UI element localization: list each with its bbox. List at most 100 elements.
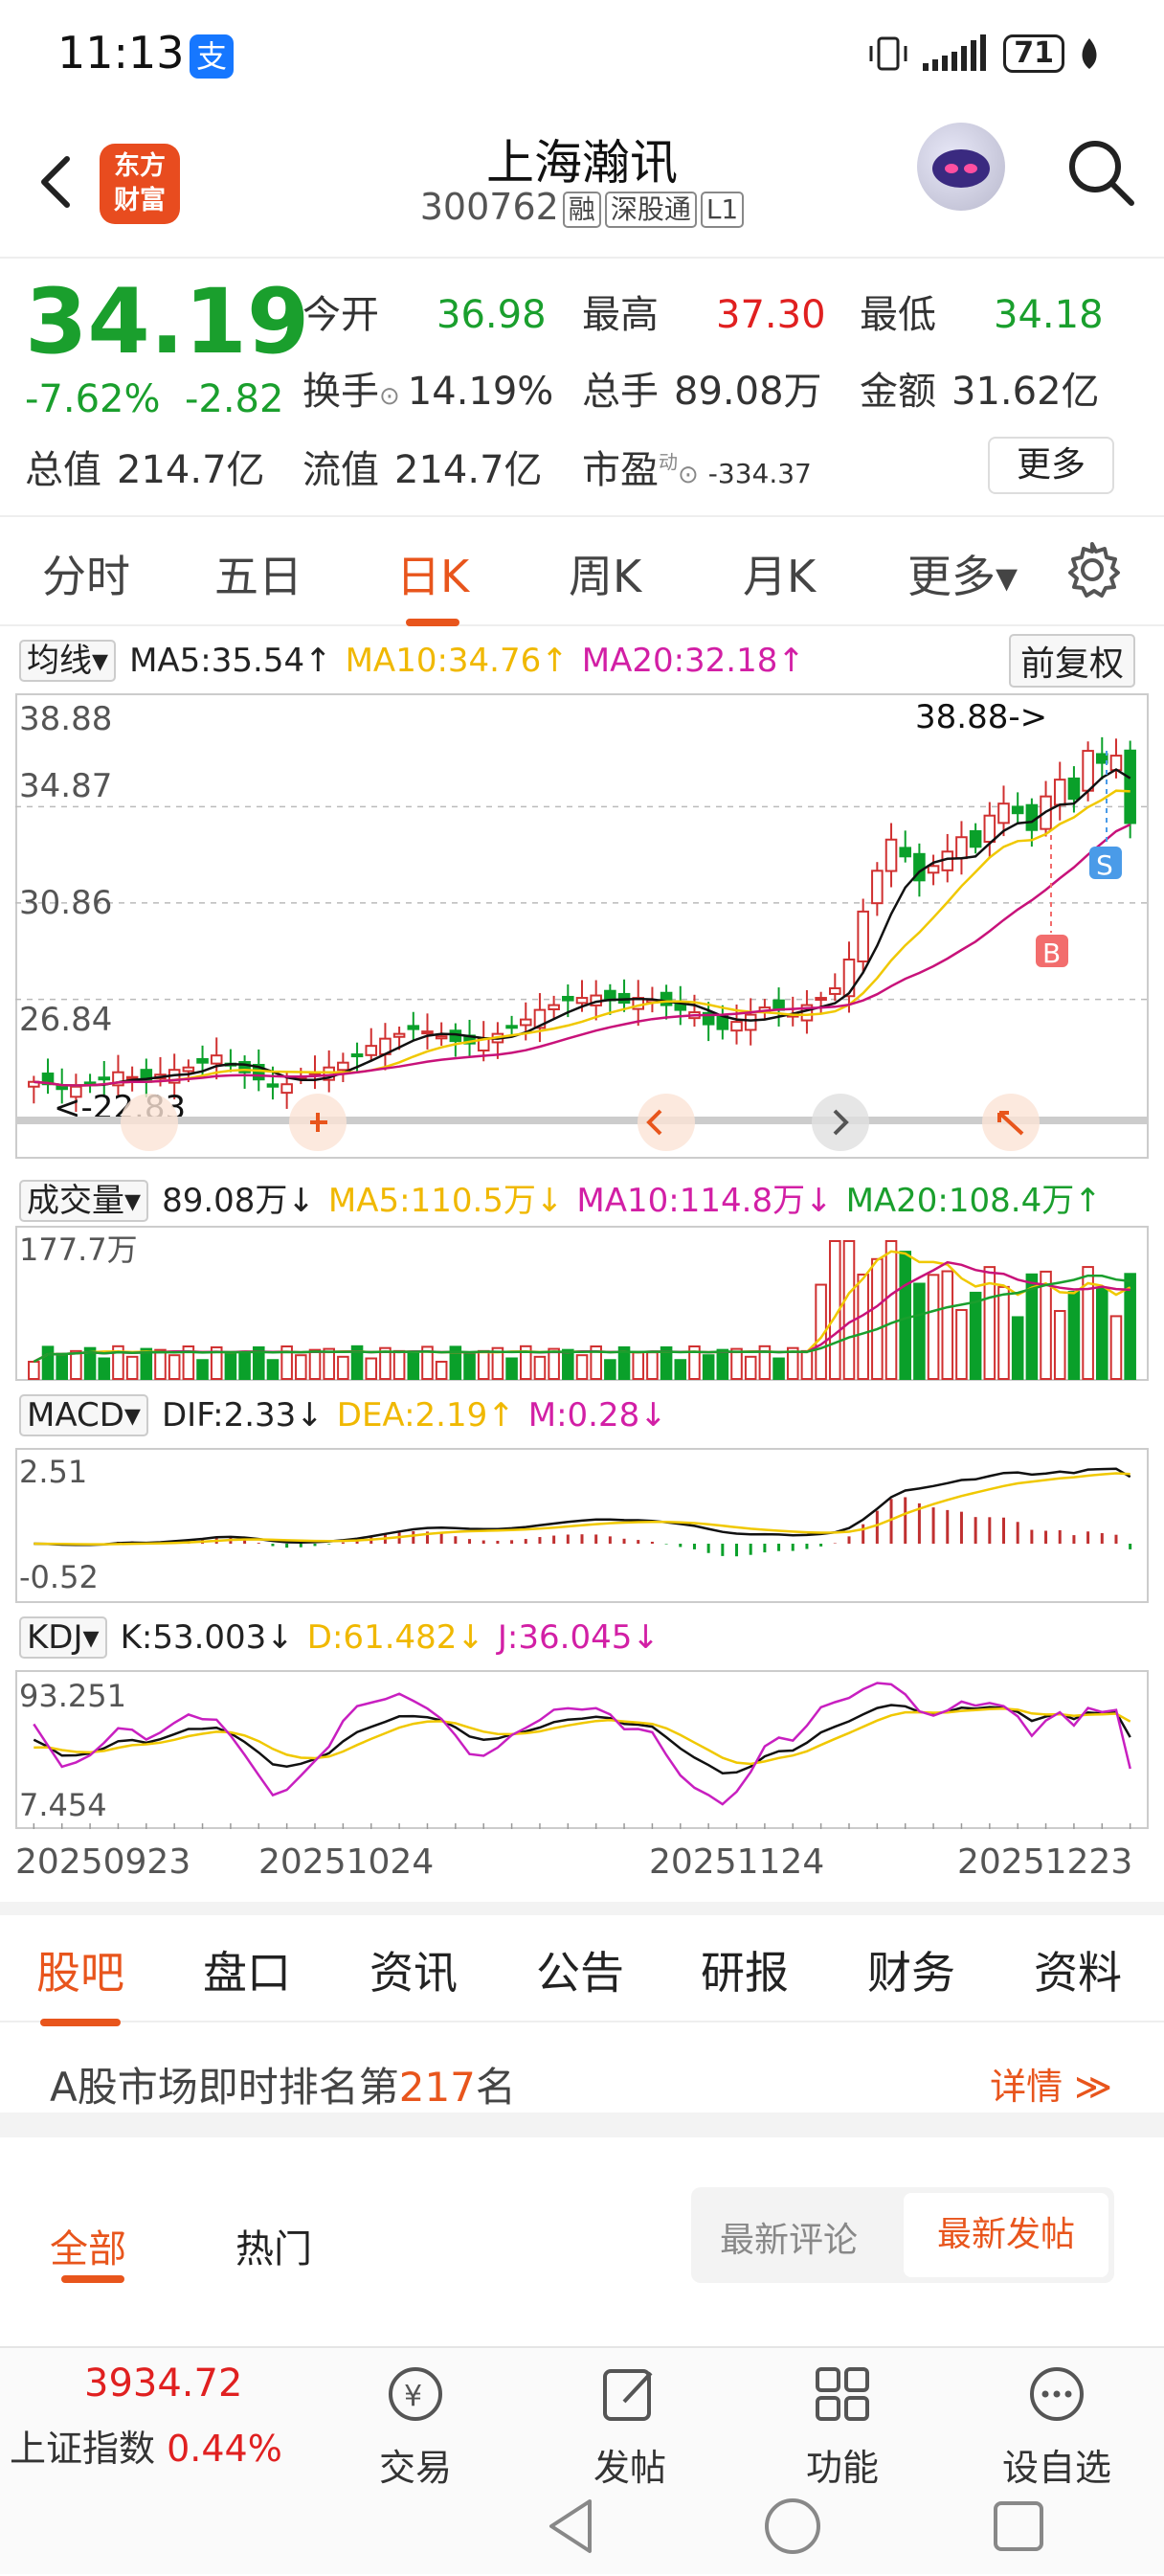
chart-period-tabs: 分时 五日 日K 周K 月K 更多▾: [0, 519, 1164, 626]
volume-bar: [646, 1351, 659, 1380]
nav-recents-icon[interactable]: [990, 2497, 1047, 2555]
volume-bar: [1040, 1270, 1052, 1380]
search-icon[interactable]: [1063, 134, 1139, 211]
more-button[interactable]: 更多: [988, 437, 1114, 494]
candle-body: [1067, 777, 1081, 801]
volume-bar: [196, 1359, 209, 1381]
price-change: -7.62% -2.82: [25, 377, 284, 421]
candle-body: [1053, 779, 1066, 806]
sort-latest-comment[interactable]: 最新评论: [720, 2221, 859, 2260]
robot-avatar-icon[interactable]: [917, 123, 1005, 211]
clock: 11:13: [57, 27, 185, 79]
candle-body: [519, 1018, 532, 1027]
volume-bar: [884, 1240, 898, 1380]
volume-selector[interactable]: 成交量▾: [19, 1180, 149, 1222]
volume-bar: [337, 1355, 349, 1380]
tab-intraday[interactable]: 分时: [42, 551, 130, 602]
volume-bar: [435, 1360, 448, 1380]
vol-ma10: MA10:114.8万↓: [576, 1182, 833, 1220]
volume-bar: [1082, 1266, 1094, 1380]
macd-selector[interactable]: MACD▾: [19, 1394, 148, 1436]
volume-bar: [379, 1346, 392, 1380]
volume-bar: [871, 1257, 884, 1381]
tab-profile[interactable]: 资料: [1034, 1947, 1122, 1999]
macd-chart: 2.51 -0.52: [15, 1448, 1149, 1603]
ma-selector[interactable]: 均线▾: [19, 640, 117, 682]
adjust-selector[interactable]: 前复权: [1009, 634, 1136, 688]
feed-tab-hot[interactable]: 热门: [235, 2227, 312, 2271]
candle-body: [1025, 803, 1039, 831]
float-field: 流值 214.7亿: [302, 448, 543, 492]
tag-margin: 融: [562, 191, 601, 228]
kdj-selector[interactable]: KDJ▾: [19, 1616, 107, 1659]
ytick-3888: 38.88: [19, 700, 112, 738]
candle-body: [660, 991, 673, 1006]
feed-tab-all[interactable]: 全部: [50, 2227, 126, 2271]
tab-weekly-k[interactable]: 周K: [569, 551, 642, 602]
rank-detail-link[interactable]: 详情 ≫: [990, 2066, 1112, 2108]
sell-marker[interactable]: S: [1089, 751, 1122, 881]
tab-daily-k[interactable]: 日K: [396, 542, 469, 626]
add-watchlist-button[interactable]: 设自选: [990, 2360, 1124, 2491]
date-axis: 20250923 20251024 20251124 20251223: [0, 1829, 1164, 1915]
index-value[interactable]: 3934.72: [84, 2361, 243, 2406]
candle-body: [1124, 749, 1136, 825]
volume-bar: [295, 1354, 307, 1381]
buy-marker[interactable]: B: [1036, 835, 1068, 969]
volume-bar: [266, 1359, 280, 1380]
candle-body: [1082, 750, 1094, 792]
volume-bar: [41, 1345, 55, 1380]
index-name[interactable]: 上证指数 0.44%: [10, 2428, 282, 2470]
nav-back-icon[interactable]: [542, 2496, 599, 2557]
nav-home-icon[interactable]: [762, 2496, 823, 2557]
post-button[interactable]: 发帖: [563, 2360, 697, 2491]
volume-bar: [238, 1351, 251, 1380]
volume-bar: [899, 1251, 912, 1380]
candle-body: [562, 995, 574, 1002]
market-rank-banner[interactable]: A股市场即时排名第217名 详情 ≫: [0, 2022, 1164, 2137]
volume-bar: [969, 1291, 982, 1380]
volume-bar: [1053, 1309, 1066, 1380]
mcap-field: 总值 214.7亿: [25, 448, 265, 492]
candle-body: [884, 838, 898, 872]
sort-latest-post[interactable]: 最新发帖: [904, 2193, 1108, 2277]
candle-body: [421, 1030, 434, 1035]
volume-bar: [140, 1347, 153, 1381]
kdj-j: J:36.045↓: [497, 1618, 660, 1657]
candle-body: [702, 1011, 715, 1026]
stock-code: 300762: [419, 186, 559, 228]
volume-bar: [112, 1344, 124, 1381]
candle-body: [730, 1021, 743, 1032]
tab-news[interactable]: 资讯: [369, 1947, 458, 1999]
vol-ma5: MA5:110.5万↓: [327, 1182, 564, 1220]
volume-bar: [505, 1357, 518, 1380]
trade-button[interactable]: ¥ 交易: [348, 2360, 482, 2491]
tab-pankou[interactable]: 盘口: [203, 1947, 291, 1999]
ytick-3487: 34.87: [19, 767, 112, 805]
settings-gear-icon[interactable]: [1063, 540, 1122, 599]
volume-bar: [83, 1346, 97, 1380]
volume-value: 89.08万↓: [162, 1182, 315, 1220]
tab-announcements[interactable]: 公告: [536, 1947, 624, 1999]
tab-finance[interactable]: 财务: [867, 1947, 955, 1999]
volume-bar: [350, 1344, 364, 1380]
back-arrow-icon[interactable]: [29, 153, 86, 211]
vibrate-icon: [869, 36, 907, 71]
vol-ma20: MA20:108.4万↑: [845, 1182, 1102, 1220]
candlestick-chart[interactable]: 38.88 34.87 30.86 26.84 38.88-> <-22.83 …: [15, 693, 1149, 1159]
volume-bar: [1109, 1315, 1123, 1380]
candle-body: [899, 847, 912, 858]
tab-guba[interactable]: 股吧: [36, 1938, 124, 2026]
tab-five-day[interactable]: 五日: [214, 551, 302, 602]
volume-bar: [857, 1273, 869, 1380]
tab-monthly-k[interactable]: 月K: [743, 551, 817, 602]
ma10-value: MA10:34.76↑: [345, 642, 569, 680]
candle-body: [56, 1085, 68, 1091]
function-button[interactable]: 功能: [775, 2360, 909, 2491]
tab-research[interactable]: 研报: [701, 1947, 789, 1999]
battery-icon: 71: [1003, 34, 1064, 73]
tab-more[interactable]: 更多▾: [907, 551, 1018, 602]
volume-bar: [800, 1349, 814, 1380]
candle-body: [533, 1008, 547, 1029]
kdj-ytick-top: 93.251: [19, 1678, 126, 1714]
